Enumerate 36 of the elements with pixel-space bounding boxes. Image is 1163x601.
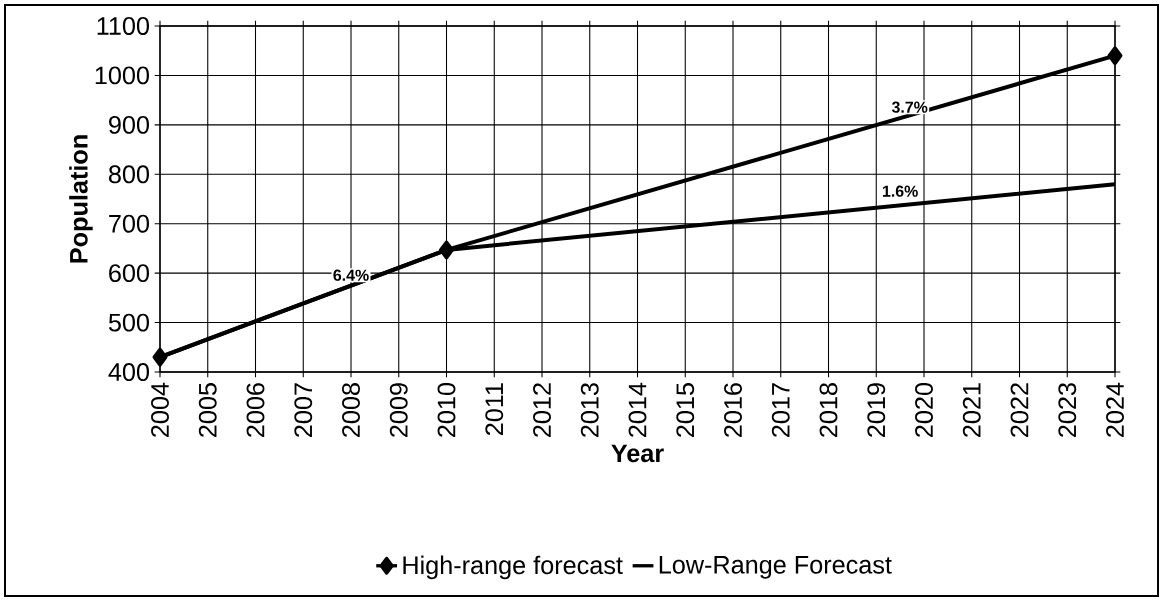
y-tick-label: 900 — [109, 115, 149, 134]
x-tick-label: 2010 — [437, 383, 456, 437]
x-tick-label: 2009 — [389, 383, 408, 437]
x-tick-label: 2021 — [962, 383, 981, 437]
x-tick-label: 2016 — [724, 383, 742, 437]
x-tick-label: 2011 — [485, 383, 504, 436]
x-tick-label: 2020 — [915, 383, 933, 437]
annotation: 6.4% — [333, 269, 369, 281]
x-tick-label: 2019 — [867, 383, 886, 437]
x-tick-label: 2012 — [533, 383, 551, 437]
x-tick-label: 2013 — [580, 383, 599, 437]
x-tick-label: 2006 — [246, 383, 265, 437]
x-tick-label: 2022 — [1010, 383, 1029, 437]
y-tick-label: 500 — [108, 313, 149, 332]
x-tick-label: 2005 — [198, 383, 217, 437]
x-tick-label: 2004 — [151, 382, 169, 437]
x-tick-label: 2023 — [1058, 383, 1077, 437]
legend-label: Low-Range Forecast — [659, 556, 892, 579]
y-tick-label: 600 — [109, 264, 149, 283]
x-tick-label: 2018 — [819, 383, 838, 437]
y-tick-label: 400 — [108, 363, 149, 381]
x-tick-label: 2007 — [294, 383, 313, 437]
y-tick-label: 700 — [109, 214, 149, 233]
x-tick-label: 2014 — [628, 382, 647, 437]
x-tick-label: 2017 — [771, 383, 790, 437]
y-axis-title: Population — [69, 135, 93, 263]
y-tick-label: 1000 — [95, 66, 149, 85]
y-tick-label: 1100 — [97, 17, 149, 35]
annotation: 3.7% — [891, 101, 928, 113]
legend-label: High-range forecast — [403, 555, 623, 580]
x-tick-label: 2024 — [1106, 382, 1124, 437]
x-tick-label: 2015 — [676, 383, 695, 437]
x-axis-title: Year — [611, 444, 664, 463]
y-tick-label: 800 — [108, 165, 149, 184]
annotation: 1.6% — [882, 185, 918, 197]
x-tick-label: 2008 — [342, 383, 360, 437]
